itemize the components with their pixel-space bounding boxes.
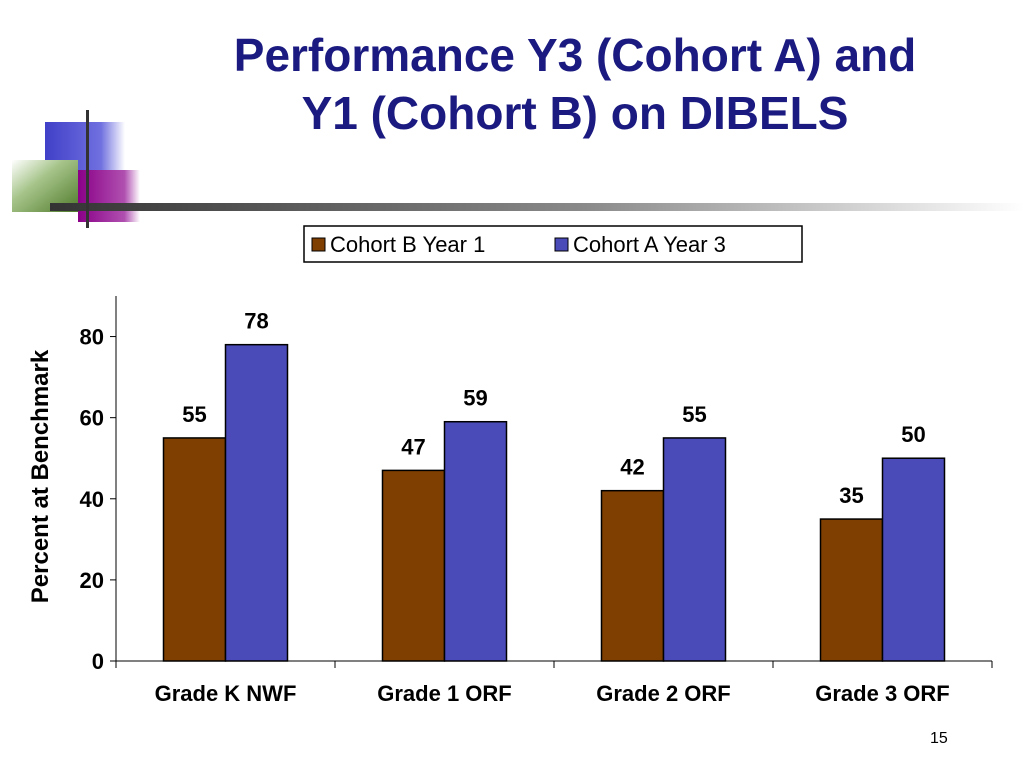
bar bbox=[881, 457, 946, 662]
legend-swatch bbox=[311, 237, 326, 252]
data-label: 47 bbox=[401, 434, 425, 459]
legend-box bbox=[303, 225, 803, 263]
bar bbox=[443, 420, 508, 662]
data-label: 50 bbox=[901, 422, 925, 447]
y-tick-label: 20 bbox=[80, 568, 104, 593]
bar bbox=[662, 437, 727, 662]
slide-number: 15 bbox=[930, 730, 948, 747]
bar bbox=[600, 489, 665, 662]
page-title-line-1: Performance Y3 (Cohort A) and bbox=[233, 29, 917, 81]
page-title-line-2: Y1 (Cohort B) on DIBELS bbox=[301, 87, 849, 139]
legend-entry: Cohort B Year 1 bbox=[330, 232, 485, 257]
bar bbox=[224, 343, 289, 662]
data-label: 78 bbox=[244, 309, 268, 334]
legend-swatch bbox=[554, 237, 569, 252]
y-tick-label: 40 bbox=[80, 487, 104, 512]
bar bbox=[381, 469, 446, 662]
y-tick-label: 0 bbox=[92, 649, 104, 674]
x-tick-label: Grade 2 ORF bbox=[596, 681, 730, 706]
legend-entry: Cohort A Year 3 bbox=[573, 232, 726, 257]
x-tick-label: Grade K NWF bbox=[155, 681, 297, 706]
data-label: 55 bbox=[182, 402, 206, 427]
page-title: Performance Y3 (Cohort A) and Y1 (Cohort… bbox=[130, 26, 1020, 142]
y-tick-label: 60 bbox=[80, 406, 104, 431]
y-axis-label: Percent at Benchmark bbox=[27, 349, 54, 603]
data-label: 59 bbox=[463, 386, 487, 411]
y-tick-label: 80 bbox=[80, 325, 104, 350]
x-tick-label: Grade 3 ORF bbox=[815, 681, 949, 706]
data-label: 42 bbox=[620, 455, 644, 480]
bar bbox=[819, 518, 884, 662]
x-tick-label: Grade 1 ORF bbox=[377, 681, 511, 706]
data-label: 35 bbox=[839, 483, 863, 508]
bar bbox=[162, 437, 227, 662]
data-label: 55 bbox=[682, 402, 706, 427]
